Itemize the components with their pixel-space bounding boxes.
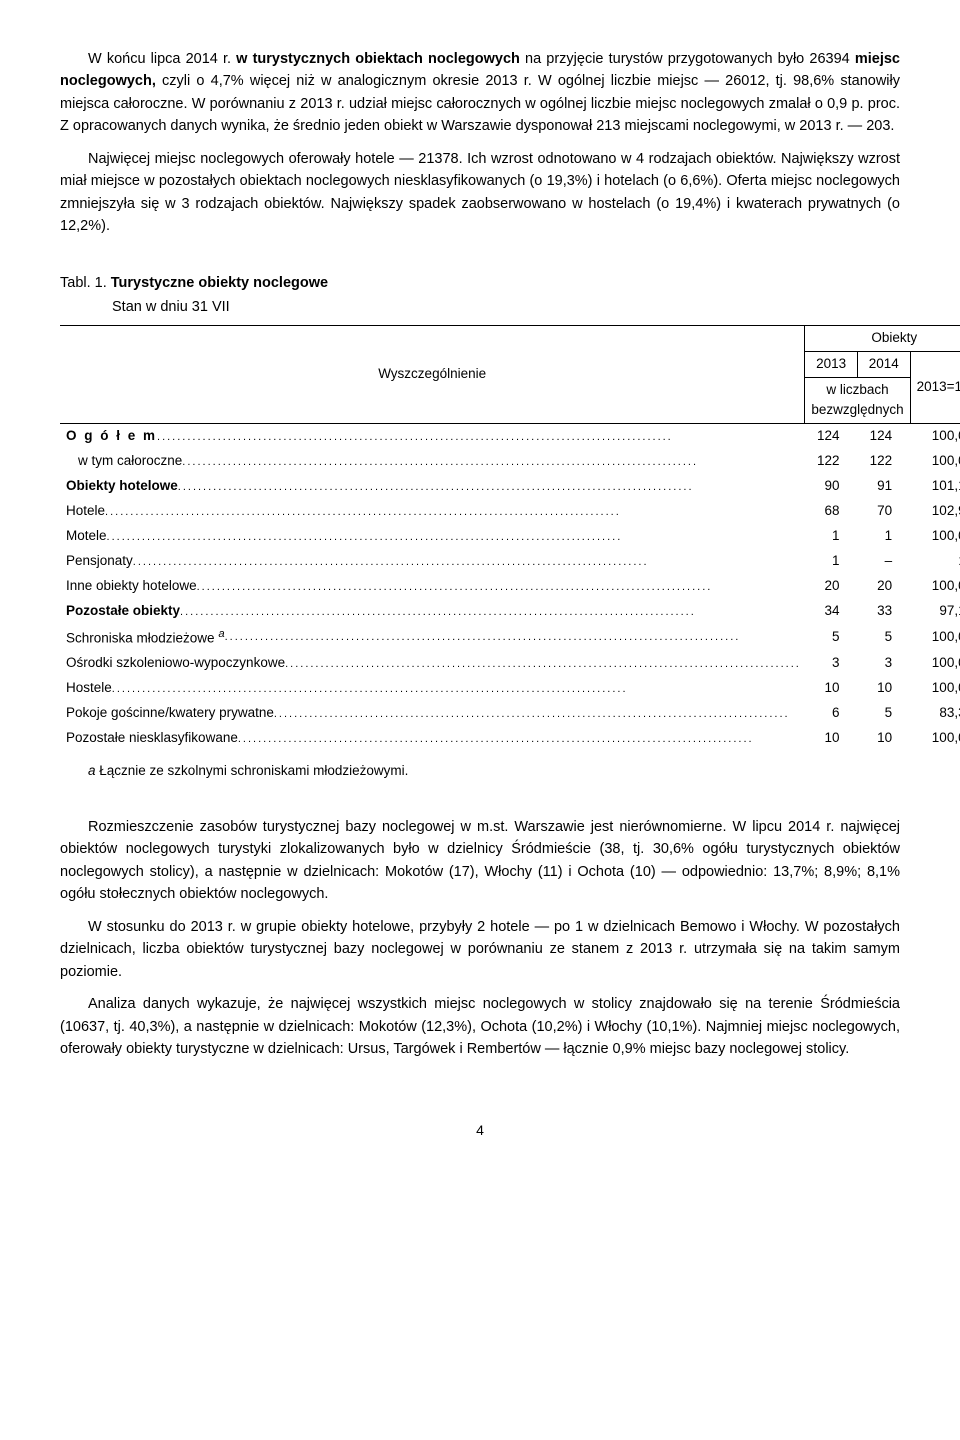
table-row: Pokoje gościnne/kwatery prywatne6583,312… xyxy=(60,701,960,726)
col-obiekty-2013: 2013 xyxy=(805,351,858,377)
cell: 3 xyxy=(805,651,858,676)
col-group-obiekty: Obiekty xyxy=(805,325,960,351)
cell: 10 xyxy=(805,676,858,701)
cell: 10 xyxy=(857,726,910,751)
top-paragraphs: W końcu lipca 2014 r. w turystycznych ob… xyxy=(60,48,900,238)
paragraph: W końcu lipca 2014 r. w turystycznych ob… xyxy=(60,48,900,138)
row-label: Ośrodki szkoleniowo-wypoczynkowe xyxy=(60,651,805,676)
table-row: Hotele6870102,92005121378106,6 xyxy=(60,499,960,524)
row-label: Obiekty hotelowe xyxy=(60,474,805,499)
cell: 124 xyxy=(805,424,858,449)
cell: 100,0 xyxy=(910,574,960,599)
cell: 1 xyxy=(805,549,858,574)
table-row: Motele11100,04848100,0 xyxy=(60,524,960,549)
cell: 20 xyxy=(857,574,910,599)
cell: 33 xyxy=(857,599,910,624)
cell: 10 xyxy=(857,676,910,701)
accommodation-table: Wyszczególnienie Obiekty Miejsca noclego… xyxy=(60,325,960,751)
cell: 100,0 xyxy=(910,726,960,751)
table-row: w tym całoroczne122122100,02508426012103… xyxy=(60,449,960,474)
table-row: Pozostałe niesklasyfikowane1010100,01020… xyxy=(60,726,960,751)
cell: 122 xyxy=(857,449,910,474)
table-row: Inne obiekty hotelowe2020100,01527152599… xyxy=(60,574,960,599)
cell: 1 xyxy=(805,524,858,549)
cell: 102,9 xyxy=(910,499,960,524)
table-body: O g ó ł e m124124100,02519926394104,7w t… xyxy=(60,424,960,751)
cell: 83,3 xyxy=(910,701,960,726)
cell: 70 xyxy=(857,499,910,524)
cell: 5 xyxy=(805,624,858,651)
col-wyszczegolnienie: Wyszczególnienie xyxy=(60,325,805,424)
row-label: Pokoje gościnne/kwatery prywatne xyxy=(60,701,805,726)
cell: 91 xyxy=(857,474,910,499)
col-obiekty-2014: 2014 xyxy=(857,351,910,377)
cell: 10 xyxy=(805,726,858,751)
row-label: Pozostałe niesklasyfikowane xyxy=(60,726,805,751)
cell: 6 xyxy=(805,701,858,726)
cell: 97,1 xyxy=(910,599,960,624)
row-label: Pozostałe obiekty xyxy=(60,599,805,624)
table-row: O g ó ł e m124124100,02519926394104,7 xyxy=(60,424,960,449)
table-row: Schroniska młodzieżowe a55100,0412421102… xyxy=(60,624,960,651)
cell: 122 xyxy=(805,449,858,474)
table-title: Tabl. 1. Turystyczne obiekty noclegowe xyxy=(60,272,900,294)
cell: 100,0 xyxy=(910,624,960,651)
cell: 90 xyxy=(805,474,858,499)
cell: 5 xyxy=(857,701,910,726)
cell: 1 xyxy=(857,524,910,549)
cell: 124 xyxy=(857,424,910,449)
cell: 100,0 xyxy=(910,424,960,449)
paragraph: W stosunku do 2013 r. w grupie obiekty h… xyxy=(60,916,900,983)
cell: 20 xyxy=(805,574,858,599)
row-label: w tym całoroczne xyxy=(60,449,805,474)
cell: 68 xyxy=(805,499,858,524)
page-number: 4 xyxy=(60,1120,900,1142)
cell: 100,0 xyxy=(910,676,960,701)
table-title-bold: Turystyczne obiekty noclegowe xyxy=(111,275,328,291)
row-label: Hotele xyxy=(60,499,805,524)
bottom-paragraphs: Rozmieszczenie zasobów turystycznej bazy… xyxy=(60,816,900,1061)
table-row: Obiekty hotelowe9091101,12164122951106,1 xyxy=(60,474,960,499)
cell: – xyxy=(857,549,910,574)
cell: 100,0 xyxy=(910,651,960,676)
table-title-prefix: Tabl. 1. xyxy=(60,275,111,291)
row-label: O g ó ł e m xyxy=(60,424,805,449)
table-row: Ośrodki szkoleniowo-wypoczynkowe33100,04… xyxy=(60,651,960,676)
table-row: Pensjonaty1–x15–x xyxy=(60,549,960,574)
cell: 34 xyxy=(805,599,858,624)
row-label: Inne obiekty hotelowe xyxy=(60,574,805,599)
cell: 100,0 xyxy=(910,449,960,474)
row-label: Hostele xyxy=(60,676,805,701)
table-row: Hostele1010100,01591128280,6 xyxy=(60,676,960,701)
table-footnote: a Łącznie ze szkolnymi schroniskami młod… xyxy=(60,761,900,782)
row-label: Pensjonaty xyxy=(60,549,805,574)
col-obiekty-index: 2013=100 xyxy=(910,351,960,424)
table-row: Pozostałe obiekty343397,13558344396,8 xyxy=(60,599,960,624)
cell: 101,1 xyxy=(910,474,960,499)
row-label: Motele xyxy=(60,524,805,549)
cell: 5 xyxy=(857,624,910,651)
row-label: Schroniska młodzieżowe a xyxy=(60,624,805,651)
cell: 100,0 xyxy=(910,524,960,549)
paragraph: Najwięcej miejsc noclegowych oferowały h… xyxy=(60,148,900,238)
paragraph: Rozmieszczenie zasobów turystycznej bazy… xyxy=(60,816,900,906)
paragraph: Analiza danych wykazuje, że najwięcej ws… xyxy=(60,993,900,1060)
col-obiekty-abs: w liczbach bezwzględnych xyxy=(805,377,910,424)
table-subtitle: Stan w dniu 31 VII xyxy=(112,296,900,318)
cell: 3 xyxy=(857,651,910,676)
cell: x xyxy=(910,549,960,574)
